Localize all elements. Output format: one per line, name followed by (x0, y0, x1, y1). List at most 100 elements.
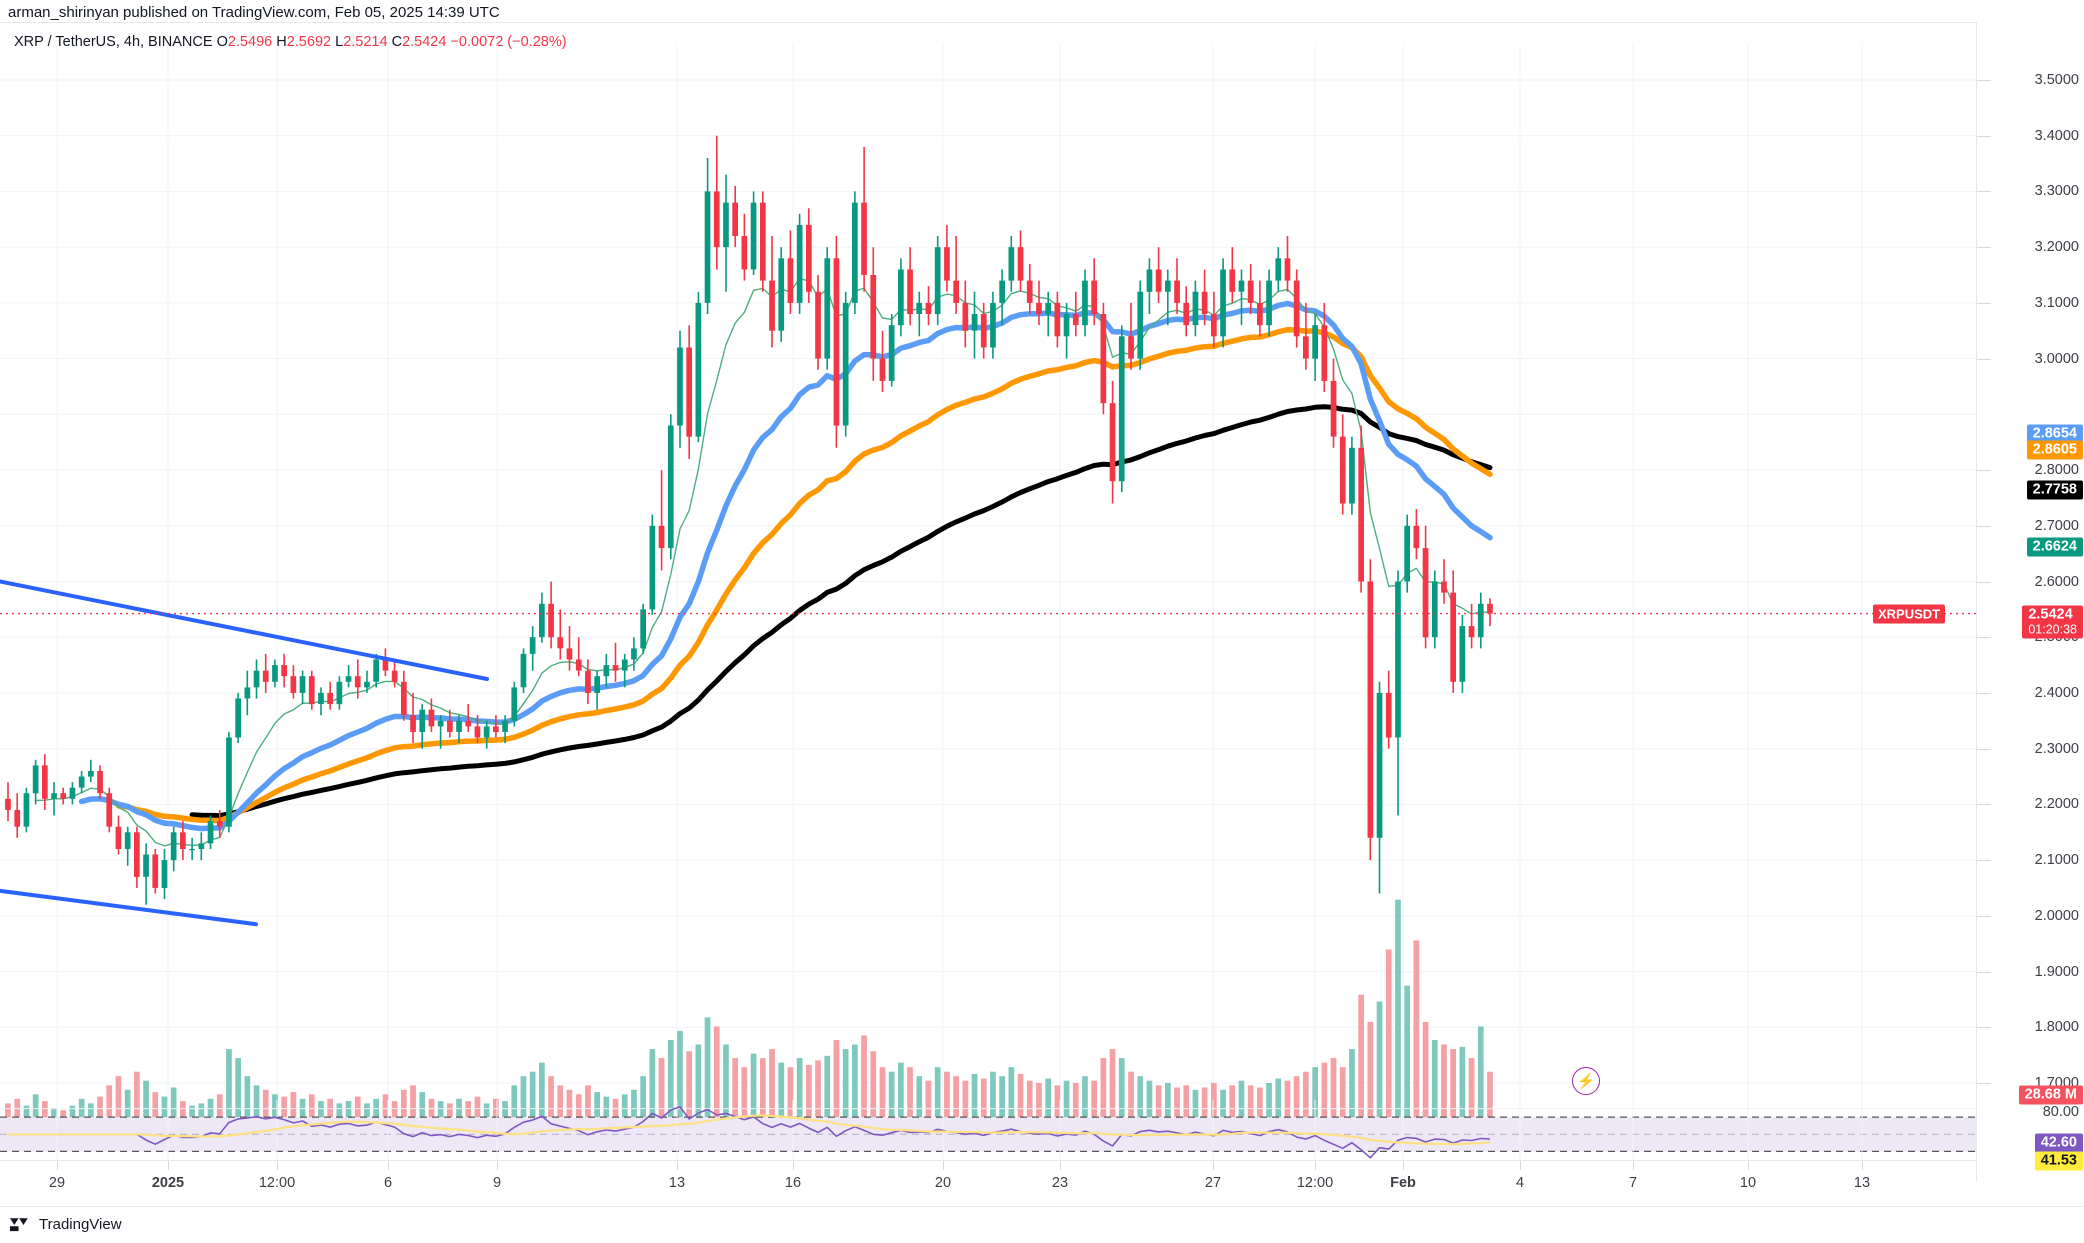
candle-body (1404, 525, 1410, 582)
volume-bar (1072, 1083, 1079, 1126)
volume-bar (336, 1103, 343, 1126)
candle-body (1293, 280, 1300, 337)
volume-bar (1321, 1062, 1328, 1126)
time-axis-tick: 7 (1628, 1175, 1638, 1191)
time-axis-tick: 13 (668, 1175, 686, 1191)
candle-body (1091, 280, 1097, 314)
candle-body (1477, 603, 1484, 638)
candle-body (235, 698, 241, 738)
volume-bar (1477, 1026, 1484, 1126)
candle-body (262, 670, 269, 682)
price-axis-tick: 3.0000 (2034, 350, 2079, 367)
volume-bar (511, 1085, 518, 1126)
chart-legend[interactable]: XRP / TetherUS, 4h, BINANCE O2.5496 H2.5… (14, 34, 567, 50)
volume-bar (1422, 1021, 1429, 1126)
candle-body (373, 659, 379, 682)
price-axis-tick-mark (1977, 470, 1991, 472)
volume-bar (78, 1098, 85, 1126)
candle-body (529, 637, 536, 654)
volume-bar (575, 1094, 582, 1126)
candle-body (925, 302, 932, 314)
volume-bar (1468, 1058, 1475, 1126)
time-axis-tick: 16 (784, 1175, 802, 1191)
volume-bar (1017, 1073, 1024, 1126)
candle-body (750, 202, 757, 270)
candle-body (898, 269, 904, 326)
time-scale[interactable]: 29 2025 12:00 6 9 13 16 20 23 27 12:00 Feb 4 7 10 13 (0, 1160, 1976, 1207)
candle-body (1303, 336, 1309, 359)
volume-bar (1330, 1058, 1337, 1126)
volume-bar (1303, 1071, 1309, 1126)
volume-bar (401, 1089, 407, 1126)
rsi-ma-badge[interactable]: 41.53 (2034, 1151, 2083, 1171)
candle-body (465, 720, 472, 727)
price-axis-tick-mark (1977, 581, 1991, 583)
candle-body (999, 280, 1005, 303)
volume-bar (207, 1098, 214, 1126)
legend-open-label: O (216, 34, 228, 50)
price-axis-tick-mark (1977, 302, 1991, 304)
volume-bar (170, 1087, 177, 1126)
volume-bar (1247, 1085, 1254, 1126)
volume-bar (428, 1098, 435, 1126)
candle-body (336, 681, 343, 705)
volume-bar (1008, 1067, 1015, 1126)
volume-bar (677, 1030, 683, 1126)
candle-body (944, 247, 950, 281)
price-chart-canvas[interactable] (0, 44, 1976, 1126)
candle-body (180, 832, 186, 849)
lower-falling-trendline[interactable] (0, 888, 258, 927)
candle-body (1441, 581, 1447, 593)
volume-bar (1367, 1021, 1374, 1126)
price-axis-tick-mark (1977, 637, 1991, 639)
volume-bar (97, 1096, 103, 1126)
volume-bar (713, 1026, 720, 1126)
candle-body (879, 358, 886, 381)
candle-body (1330, 380, 1337, 437)
candle-body (585, 670, 591, 693)
ema-green-badge[interactable]: 2.6624 (2026, 537, 2083, 557)
candle-body (769, 280, 775, 331)
candle-body (198, 843, 205, 849)
volume-bar (944, 1071, 950, 1126)
candle-body (566, 648, 573, 660)
price-axis-tick: 2.2000 (2034, 796, 2079, 813)
rsi-pane[interactable] (0, 1100, 1976, 1160)
candle-body (1201, 291, 1208, 314)
bolt-icon[interactable]: ⚡ (1572, 1067, 1600, 1095)
volume-bar (686, 1051, 692, 1126)
volume-bar (1118, 1058, 1125, 1126)
ema-blue-badge[interactable]: 2.8654 (2026, 424, 2083, 444)
candle-body (60, 793, 67, 799)
price-chart-pane[interactable] (0, 44, 1976, 1126)
candle-body (78, 776, 85, 788)
candle-body (483, 726, 490, 738)
volume-bar (1376, 1001, 1383, 1126)
candle-body (382, 659, 389, 671)
candle-body (51, 793, 57, 799)
volume-bar (1174, 1087, 1180, 1126)
price-scale[interactable]: 3.5000 3.4000 3.3000 3.2000 3.1000 3.0000 2.80… (1873, 22, 2084, 1182)
ema-black-badge[interactable]: 2.7758 (2026, 480, 2083, 500)
rsi-canvas[interactable] (0, 1100, 1976, 1160)
candle-body (934, 247, 941, 315)
candle-body (548, 603, 554, 638)
price-axis-tick-mark (1977, 80, 1991, 81)
price-axis-tick-mark (1977, 804, 1991, 806)
candle-body (1026, 280, 1033, 303)
ema-orange-badge[interactable]: 2.8605 (2026, 440, 2083, 460)
volume-bar (962, 1080, 969, 1126)
upper-falling-trendline[interactable] (0, 579, 489, 681)
volume-bar (704, 1017, 711, 1126)
volume-badge[interactable]: 28.68 M (2018, 1085, 2083, 1105)
candle-body (833, 258, 840, 426)
price-axis-tick: 2.3000 (2034, 740, 2079, 757)
volume-bar (741, 1067, 748, 1126)
rsi-value-badge[interactable]: 42.60 (2034, 1133, 2083, 1153)
price-axis-tick: 1.8000 (2034, 1019, 2079, 1036)
last-price-badge[interactable]: 2.5424 01:20:38 (2022, 605, 2083, 639)
candle-body (272, 665, 278, 682)
candle-body (907, 269, 913, 315)
candle-body (1109, 403, 1116, 482)
legend-symbol[interactable]: XRP / TetherUS, 4h, BINANCE (14, 34, 213, 50)
